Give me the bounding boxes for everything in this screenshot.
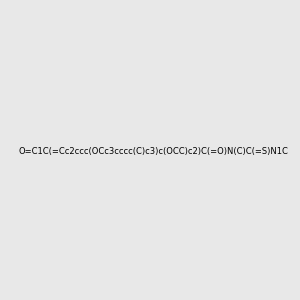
Text: O=C1C(=Cc2ccc(OCc3cccc(C)c3)c(OCC)c2)C(=O)N(C)C(=S)N1C: O=C1C(=Cc2ccc(OCc3cccc(C)c3)c(OCC)c2)C(=…	[19, 147, 289, 156]
